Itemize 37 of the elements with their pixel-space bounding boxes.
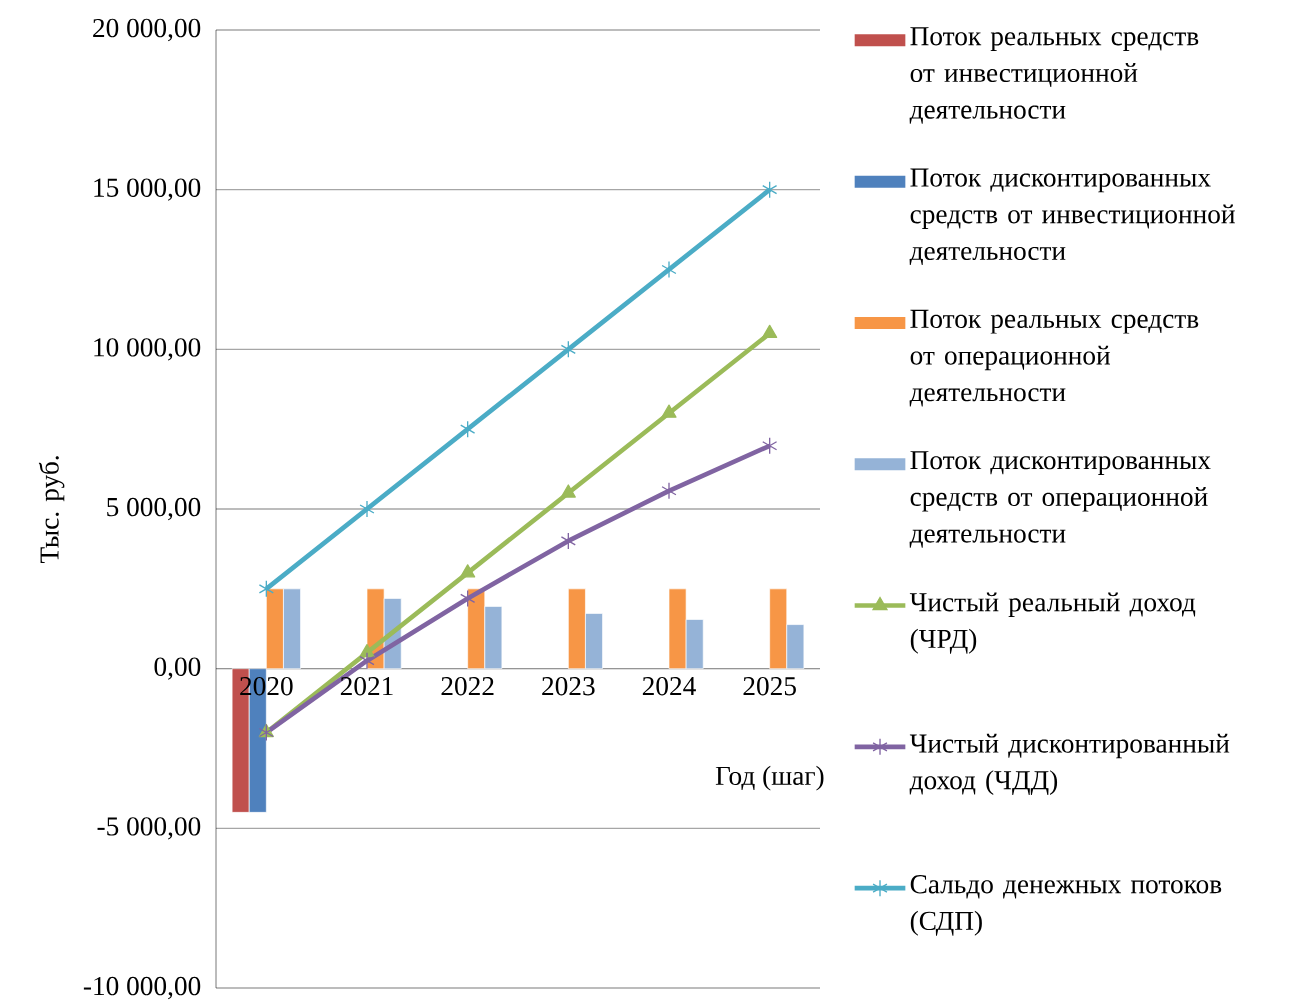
- y-tick-label: 5 000,00: [107, 497, 201, 521]
- x-tick-label: 2022: [441, 676, 494, 696]
- point: [359, 500, 375, 518]
- point: [661, 404, 677, 418]
- point: [560, 484, 576, 498]
- point: [258, 580, 274, 598]
- y-tick-label: 10 000,00: [94, 338, 201, 361]
- y-tick-label: 20 000,00: [93, 18, 201, 42]
- legend-label: Поток реальных средств от инвестиционной деятельности: [909, 27, 1199, 124]
- point: [359, 652, 375, 670]
- point: [762, 180, 778, 199]
- point: [762, 437, 778, 455]
- legend-label: Поток дисконтированных средств от инвестиционной деятельности: [909, 168, 1235, 266]
- point: [460, 589, 476, 608]
- y-tick-label: 0,00: [154, 657, 201, 680]
- legend-label: Поток реальных средств от операционной деятельности: [909, 309, 1199, 407]
- point: [661, 482, 677, 500]
- legend-label: Чистый реальный доход (ЧРД): [909, 592, 1196, 654]
- point: [560, 532, 576, 550]
- point: [258, 723, 274, 742]
- x-tick-label: 2025: [743, 676, 796, 696]
- x-tick-label: 2021: [340, 676, 393, 696]
- point: [661, 260, 677, 279]
- legend-label: Чистый дисконтированный доход (ЧДД): [909, 733, 1230, 795]
- x-axis-title: Год (шаг): [715, 765, 824, 791]
- point: [460, 420, 476, 438]
- x-tick-label: 2024: [642, 676, 696, 696]
- point: [460, 564, 476, 578]
- y-axis-title: Тыс. руб.: [38, 456, 65, 564]
- y-tick-label: -5 000,00: [97, 817, 201, 840]
- point: [762, 324, 778, 339]
- point: [560, 340, 576, 358]
- y-tick-label: 15 000,00: [94, 178, 201, 201]
- legend-label: Поток дисконтированных средств от операционной деятельности: [909, 451, 1211, 548]
- y-tick-label: -10 000,00: [83, 976, 201, 1000]
- legend-label: Сальдо денежных потоков (СДП): [910, 875, 1222, 936]
- x-tick-label: 2023: [542, 676, 595, 696]
